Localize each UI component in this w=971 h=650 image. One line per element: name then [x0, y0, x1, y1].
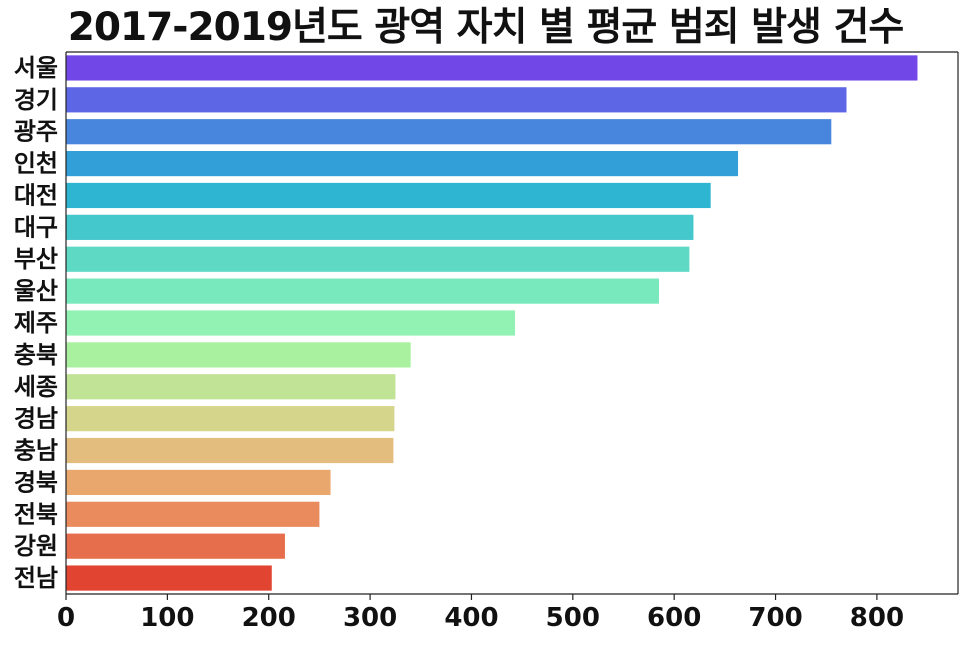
category-label: 충남 — [14, 437, 58, 465]
bar-11 — [66, 406, 395, 432]
category-label: 부산 — [14, 245, 58, 273]
x-tick-label: 800 — [850, 603, 904, 633]
bar-6 — [66, 246, 690, 272]
x-tick-label: 500 — [546, 603, 600, 633]
bar-3 — [66, 150, 739, 177]
bar-2 — [66, 119, 832, 145]
category-label: 울산 — [14, 277, 58, 305]
category-label: 경북 — [14, 468, 58, 496]
x-tick-label: 300 — [343, 603, 397, 633]
x-axis-ticks: 0 100 200 300 400 500 600 700 800 — [57, 594, 904, 633]
bar-0 — [66, 55, 918, 81]
category-label: 인천 — [14, 150, 58, 178]
bar-1 — [66, 87, 847, 113]
x-tick-label: 400 — [444, 603, 498, 633]
bar-10 — [66, 374, 396, 400]
category-label: 전남 — [14, 564, 58, 592]
bar-9 — [66, 342, 411, 368]
bar-7 — [66, 278, 659, 304]
x-tick-label: 700 — [748, 603, 802, 633]
bar-5 — [66, 214, 694, 240]
bar-4 — [66, 182, 711, 209]
category-label: 경남 — [14, 405, 58, 433]
category-label: 충북 — [14, 341, 58, 369]
bar-12 — [66, 437, 394, 464]
bar-16 — [66, 565, 272, 591]
x-tick-label: 100 — [140, 603, 194, 633]
bar-14 — [66, 501, 320, 527]
category-label: 광주 — [14, 118, 58, 146]
x-tick-label: 0 — [57, 603, 75, 633]
bar-15 — [66, 533, 285, 559]
category-label: 강원 — [14, 532, 58, 560]
category-label: 서울 — [14, 54, 58, 82]
category-label: 세종 — [14, 373, 58, 401]
chart-title: 2017-2019년도 광역 자치 별 평균 범죄 발생 건수 — [67, 5, 905, 50]
x-tick-label: 600 — [647, 603, 701, 633]
bar-8 — [66, 310, 516, 336]
category-label: 대구 — [14, 213, 58, 241]
x-tick-label: 200 — [242, 603, 296, 633]
category-label: 제주 — [14, 309, 58, 337]
category-label: 전북 — [14, 500, 58, 528]
bar-13 — [66, 469, 331, 496]
category-label: 대전 — [14, 181, 58, 209]
bars-layer — [66, 55, 918, 591]
category-label: 경기 — [14, 86, 58, 114]
